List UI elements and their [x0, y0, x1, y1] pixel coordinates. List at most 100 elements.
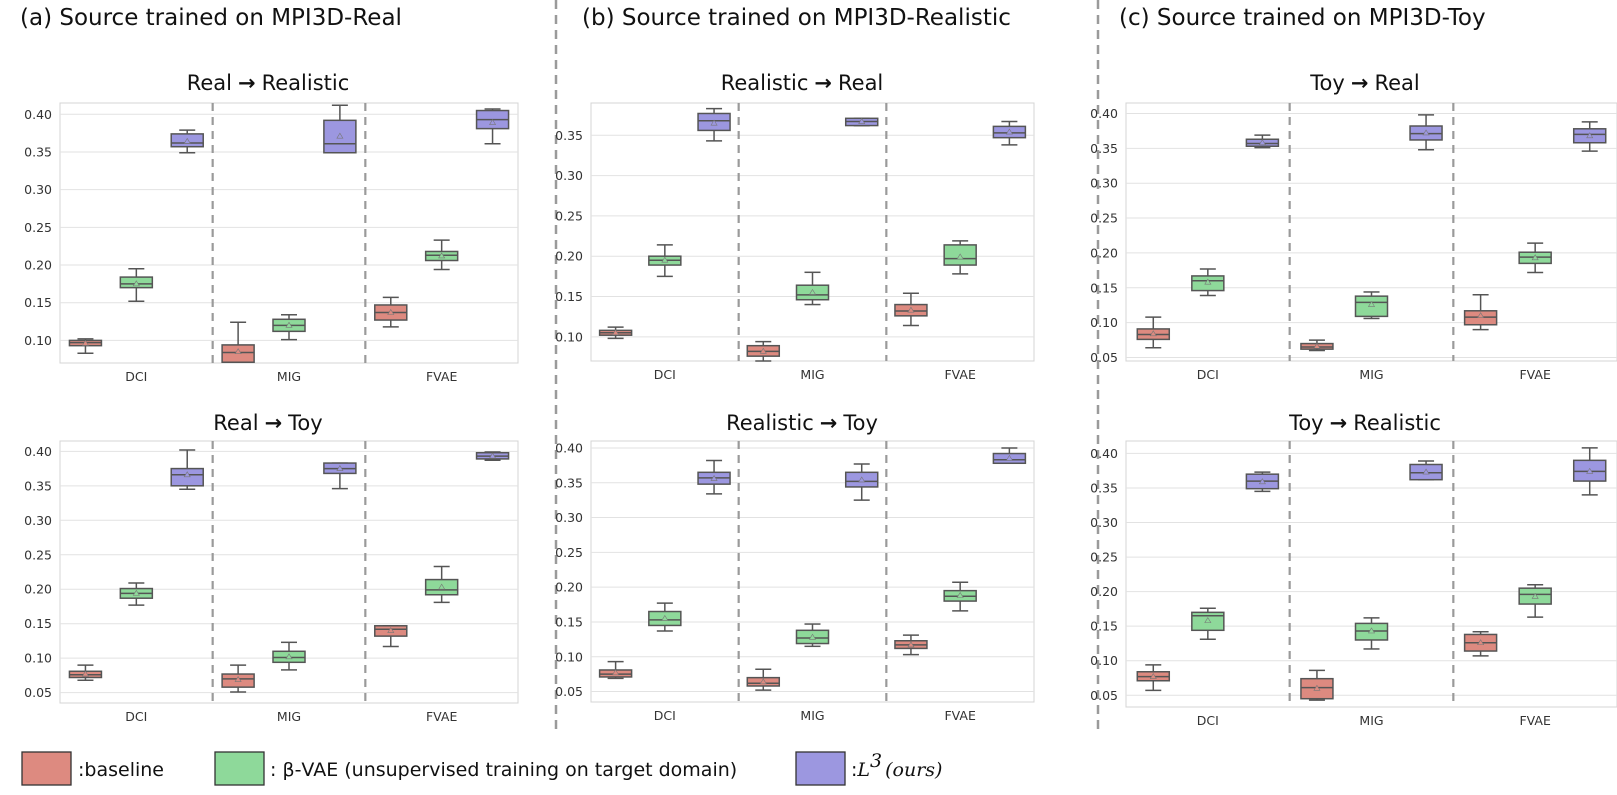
- y-tick-label: 0.20: [24, 582, 52, 597]
- panel-title: Toy → Realistic: [1288, 411, 1441, 435]
- box-vae: [1191, 607, 1225, 641]
- box-vae: [795, 623, 830, 648]
- x-tick-label: FVAE: [944, 708, 975, 723]
- x-tick-label: MIG: [1359, 713, 1383, 728]
- mean-marker: [489, 119, 497, 125]
- legend-swatch-ours: [795, 751, 846, 786]
- mean-marker: [234, 348, 242, 354]
- panel-title-from: Toy: [1288, 411, 1324, 435]
- box-baseline: [894, 292, 928, 327]
- x-tick-label: FVAE: [426, 369, 457, 384]
- mean-marker: [1531, 592, 1539, 599]
- box-ours: [475, 108, 510, 145]
- x-tick-label: FVAE: [1519, 367, 1550, 382]
- y-tick-label: 0.10: [24, 651, 52, 666]
- mean-marker: [1531, 254, 1539, 261]
- box-baseline: [221, 664, 255, 693]
- box-vae: [648, 602, 682, 632]
- panel-title-from: Toy: [1309, 71, 1345, 95]
- y-tick-label: 0.10: [1090, 315, 1118, 330]
- panel-title-to: Real: [1374, 71, 1419, 95]
- y-tick-label: 0.30: [555, 168, 583, 183]
- box-baseline: [598, 326, 633, 340]
- mean-marker: [759, 347, 767, 354]
- mean-marker: [907, 641, 915, 648]
- mean-marker: [438, 252, 446, 259]
- y-tick-label: 0.40: [24, 107, 52, 122]
- y-tick-label: 0.25: [1090, 550, 1118, 565]
- box-baseline: [374, 296, 408, 328]
- mean-marker: [336, 132, 344, 139]
- y-tick-label: 0.20: [24, 258, 52, 273]
- mean-marker: [858, 117, 866, 124]
- arrow-icon: →: [238, 71, 256, 95]
- box-ours: [1409, 460, 1443, 481]
- arrow-icon: →: [820, 411, 838, 435]
- arrow-icon: →: [265, 411, 283, 435]
- mean-marker: [183, 137, 191, 144]
- box-ours: [844, 117, 879, 127]
- box-baseline: [374, 625, 408, 648]
- box-baseline: [68, 338, 103, 354]
- mean-marker: [387, 308, 395, 315]
- x-tick-label: FVAE: [426, 709, 457, 724]
- box-vae: [119, 582, 154, 606]
- mean-marker: [661, 256, 669, 263]
- y-tick-label: 0.30: [555, 510, 583, 525]
- box-baseline: [1463, 294, 1498, 331]
- x-tick-label: DCI: [654, 367, 676, 382]
- mean-marker: [661, 614, 669, 621]
- box-ours: [992, 120, 1027, 146]
- mean-marker: [1204, 278, 1212, 285]
- mean-marker: [1005, 454, 1013, 461]
- y-tick-label: 0.05: [1090, 350, 1118, 365]
- y-tick-label: 0.25: [24, 220, 52, 235]
- y-tick-label: 0.35: [1090, 480, 1118, 495]
- mean-marker: [1258, 139, 1266, 146]
- mean-marker: [1149, 673, 1157, 679]
- y-tick-label: 0.10: [24, 333, 52, 348]
- box-baseline: [221, 321, 255, 363]
- box-ours: [697, 459, 731, 495]
- mean-marker: [1005, 128, 1013, 135]
- y-tick-label: 0.10: [555, 329, 583, 344]
- box-vae: [1518, 583, 1552, 618]
- box-baseline: [894, 634, 928, 656]
- y-tick-label: 0.05: [555, 684, 583, 699]
- box-ours: [844, 463, 879, 501]
- y-tick-label: 0.25: [555, 208, 583, 223]
- panel-title: Real → Toy: [213, 411, 322, 435]
- mean-marker: [1477, 312, 1485, 318]
- x-tick-label: DCI: [1197, 367, 1219, 382]
- mean-marker: [1422, 129, 1430, 136]
- mean-marker: [808, 633, 817, 640]
- panel-title-to: Realistic: [262, 71, 350, 95]
- box-baseline: [746, 668, 781, 691]
- y-tick-label: 0.30: [1090, 515, 1118, 530]
- mean-marker: [1367, 300, 1376, 307]
- y-tick-label: 0.15: [24, 295, 52, 310]
- box-baseline: [1300, 339, 1334, 352]
- arrow-icon: →: [1351, 71, 1369, 95]
- box-baseline: [746, 340, 781, 362]
- box-iqr: [170, 467, 204, 487]
- box-vae: [1354, 617, 1389, 650]
- y-tick-label: 0.35: [24, 478, 52, 493]
- y-tick-label: 0.10: [1090, 653, 1118, 668]
- x-tick-label: FVAE: [1519, 713, 1550, 728]
- box-vae: [272, 641, 306, 671]
- panel-title: Real → Realistic: [187, 71, 350, 95]
- panel-realistic-to-real: Realistic → Real 0.10 0.15 0.20 0.25 0.30 0.35 DC…: [555, 71, 1035, 382]
- panel-title: Toy → Real: [1309, 71, 1419, 95]
- panel-title-from: Real: [187, 71, 232, 95]
- y-tick-label: 0.15: [555, 614, 583, 629]
- x-tick-label: MIG: [800, 708, 824, 723]
- legend: :baseline : β-VAE (unsupervised training…: [21, 750, 942, 786]
- arrow-icon: →: [814, 71, 832, 95]
- box-vae: [1518, 242, 1552, 274]
- mean-marker: [1477, 639, 1485, 646]
- box-ours: [475, 451, 510, 462]
- box-ours: [992, 447, 1027, 465]
- mean-marker: [612, 669, 620, 676]
- x-tick-label: DCI: [654, 708, 676, 723]
